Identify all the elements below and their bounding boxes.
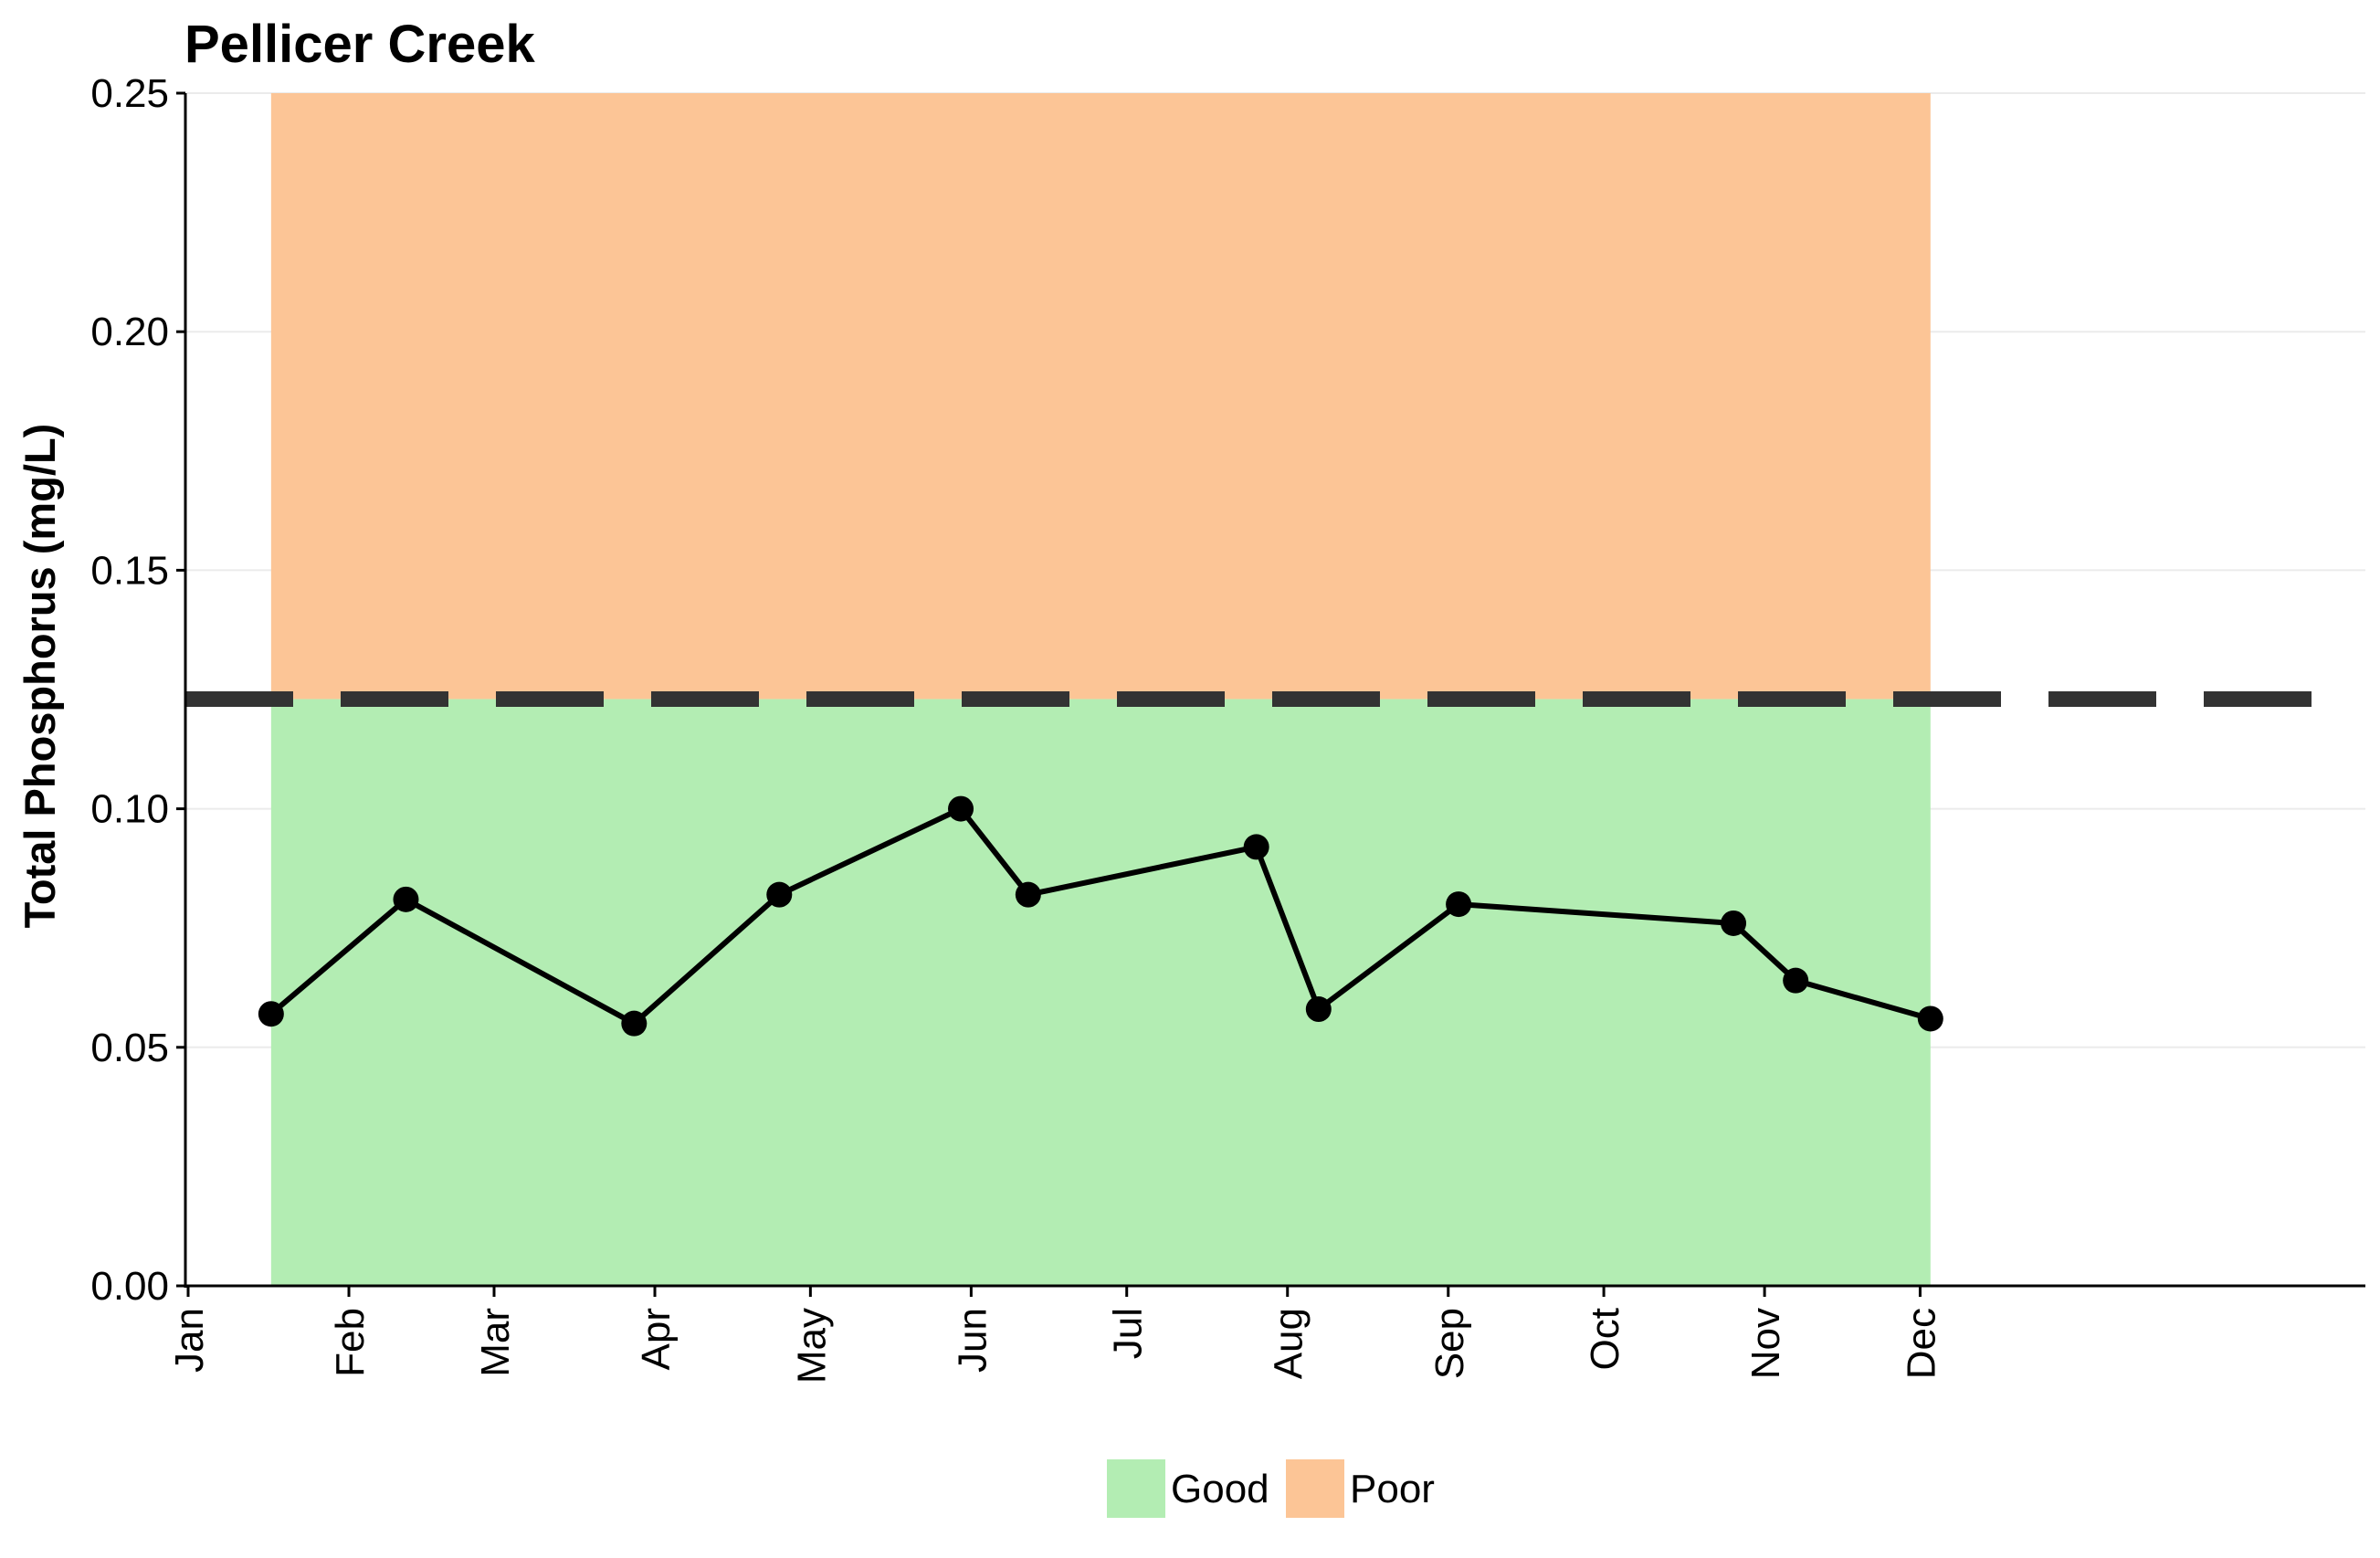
data-series (258, 795, 1943, 1037)
data-point (393, 886, 419, 912)
legend-label-good: Good (1171, 1467, 1269, 1511)
status-bands (270, 93, 1931, 1286)
x-tick-label: Nov (1743, 1308, 1788, 1379)
x-tick-label: Mar (473, 1308, 518, 1377)
x-tick-label: Feb (328, 1308, 373, 1377)
x-tick-label: Sep (1427, 1308, 1472, 1379)
y-tick-label: 0.15 (90, 548, 169, 593)
x-tick-label: Apr (634, 1308, 679, 1370)
x-tick-label: Jun (950, 1308, 995, 1373)
data-point (1305, 996, 1332, 1023)
x-tick-label: Jan (167, 1308, 212, 1373)
x-tick-label: May (789, 1308, 834, 1384)
chart-title: Pellicer Creek (184, 15, 535, 74)
x-tick-label: Dec (1899, 1308, 1943, 1379)
data-point (621, 1010, 648, 1037)
band-poor (270, 93, 1931, 700)
x-tick-label: Aug (1267, 1308, 1311, 1379)
y-tick-label: 0.00 (90, 1264, 169, 1309)
y-tick-label: 0.20 (90, 310, 169, 354)
data-point (1783, 967, 1809, 994)
data-point (766, 881, 793, 908)
y-axis-label: Total Phosphorus (mg/L) (16, 424, 64, 929)
band-good (270, 699, 1931, 1286)
y-tick-labels: 0.00 0.05 0.10 0.15 0.20 0.25 (90, 71, 169, 1309)
data-point (948, 795, 974, 822)
x-tick-label: Jul (1106, 1308, 1151, 1359)
series-line (269, 805, 1932, 1026)
data-point (1917, 1005, 1943, 1032)
y-tick-label: 0.05 (90, 1026, 169, 1070)
legend-swatch-poor (1286, 1459, 1344, 1518)
axes (176, 91, 2365, 1297)
legend: Good Poor (1107, 1459, 1435, 1518)
data-point (1446, 891, 1472, 918)
x-tick-label: Oct (1583, 1308, 1627, 1370)
legend-label-poor: Poor (1350, 1467, 1435, 1511)
y-tick-label: 0.25 (90, 71, 169, 116)
data-point (1243, 834, 1269, 860)
data-point (1721, 910, 1747, 936)
data-point (1015, 881, 1041, 908)
data-point (258, 1001, 284, 1027)
legend-swatch-good (1107, 1459, 1165, 1518)
y-tick-label: 0.10 (90, 787, 169, 832)
x-tick-labels: Jan Feb Mar Apr May Jun Jul Aug Sep Oct Nov Dec (167, 1308, 1943, 1384)
